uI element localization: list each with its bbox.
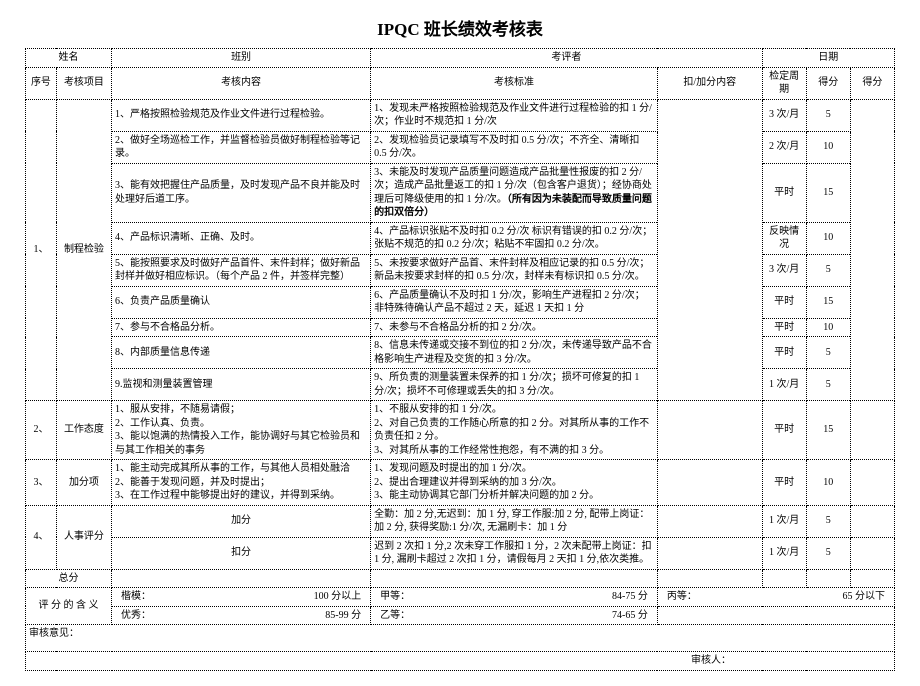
cell-cycle: 1 次/月	[762, 537, 806, 569]
date-label: 日期	[762, 49, 894, 68]
cell-standard: 7、未参与不合格品分析的扣 2 分/次。	[371, 318, 658, 337]
cell-adjust	[657, 537, 762, 569]
grade-range: 100 分以上	[314, 590, 362, 604]
cell-adjust	[657, 99, 762, 401]
cell-score: 15	[806, 163, 850, 222]
grade-range: 84-75 分	[612, 590, 648, 604]
cell-cycle: 反映情况	[762, 222, 806, 254]
cell-standard: 5、未按要求做好产品首、末件封样及相应记录的扣 0.5 分/次；新品未按要求封样…	[371, 254, 658, 286]
cell-standard: 4、产品标识张贴不及时扣 0.2 分/次 标识有错误的扣 0.2 分/次；张贴不…	[371, 222, 658, 254]
cell-score: 5	[806, 337, 850, 369]
cell-score2	[850, 505, 894, 537]
cell-score: 15	[806, 286, 850, 318]
cell-score2	[850, 99, 894, 401]
cell-standard: 2、发现检验员记录填写不及时扣 0.5 分/次；不齐全、清晰扣 0.5 分/次。	[371, 131, 658, 163]
cell-content: 4、产品标识清晰、正确、及时。	[112, 222, 371, 254]
reviewer-label: 考评者	[551, 52, 581, 63]
grade-name: 丙等：	[667, 590, 697, 604]
opinion-label: 审核意见：	[26, 625, 895, 652]
cell-standard: 9、所负责的测量装置未保养的扣 1 分/次；损坏可修复的扣 1 分/次；损坏不可…	[371, 369, 658, 401]
grade-range: 65 分以下	[843, 590, 886, 604]
sec4-seq: 4、	[26, 505, 57, 569]
cell-cycle: 平时	[762, 460, 806, 506]
cell-standard: 1、发现未严格按照检验规范及作业文件进行过程检验的扣 1 分/次；作业时不规范扣…	[371, 99, 658, 131]
cell-score: 10	[806, 460, 850, 506]
cell-score: 5	[806, 99, 850, 131]
col-content: 考核内容	[112, 67, 371, 99]
cell-content: 加分	[112, 505, 371, 537]
cell-content: 8、内部质量信息传递	[112, 337, 371, 369]
cell-content: 9.监视和测量装置管理	[112, 369, 371, 401]
sec2-seq: 2、	[26, 401, 57, 460]
cell-score: 10	[806, 222, 850, 254]
cell-standard: 6、产品质量确认不及时扣 1 分/次，影响生产进程扣 2 分/次；非特殊待确认产…	[371, 286, 658, 318]
class-label: 班别	[231, 52, 251, 63]
sec3-item: 加分项	[56, 460, 111, 506]
col-item: 考核项目	[56, 67, 111, 99]
cell-cycle: 平时	[762, 318, 806, 337]
cell-content: 6、负责产品质量确认	[112, 286, 371, 318]
cell-content: 1、能主动完成其所从事的工作，与其他人员相处融洽 2、能善于发现问题，并及时提出…	[112, 460, 371, 506]
cell-cycle: 平时	[762, 401, 806, 460]
auditor-label: 审核人：	[29, 654, 891, 668]
name-label: 姓名	[26, 49, 112, 68]
grade-range: 85-99 分	[325, 609, 361, 623]
cell-cycle: 平时	[762, 286, 806, 318]
col-adjust: 扣/加分内容	[657, 67, 762, 99]
cell-cycle: 平时	[762, 163, 806, 222]
col-score2: 得分	[850, 67, 894, 99]
col-score: 得分	[806, 67, 850, 99]
cell-content: 扣分	[112, 537, 371, 569]
cell-content: 1、服从安排，不随易请假； 2、工作认真、负责。 3、能以饱满的热情投入工作，能…	[112, 401, 371, 460]
cell-standard: 迟到 2 次扣 1 分,2 次未穿工作服扣 1 分，2 次未配带上岗证：扣 1 …	[371, 537, 658, 569]
cell-score: 5	[806, 505, 850, 537]
grade-range: 74-65 分	[612, 609, 648, 623]
grade-name: 优秀：	[121, 609, 151, 623]
grade-name: 乙等：	[380, 609, 410, 623]
cell-standard: 全勤：加 2 分,无迟到：加 1 分, 穿工作服:加 2 分, 配带上岗证：加 …	[371, 505, 658, 537]
grade-name: 甲等：	[380, 590, 410, 604]
cell-score: 10	[806, 131, 850, 163]
cell-score2	[850, 537, 894, 569]
cell-cycle: 1 次/月	[762, 369, 806, 401]
cell-score: 5	[806, 254, 850, 286]
cell-score: 5	[806, 369, 850, 401]
page-title: IPQC 班长绩效考核表	[25, 15, 895, 40]
cell-content: 7、参与不合格品分析。	[112, 318, 371, 337]
cell-standard: 1、发现问题及时提出的加 1 分/次。 2、提出合理建议并得到采纳的加 3 分/…	[371, 460, 658, 506]
cell-content: 1、严格按照检验规范及作业文件进行过程检验。	[112, 99, 371, 131]
total-label: 总分	[26, 569, 112, 588]
sec3-seq: 3、	[26, 460, 57, 506]
sec1-seq: 1、	[26, 99, 57, 401]
cell-score2	[850, 401, 894, 460]
cell-score: 15	[806, 401, 850, 460]
cell-cycle: 1 次/月	[762, 505, 806, 537]
col-cycle: 检定周期	[762, 67, 806, 99]
cell-adjust	[657, 401, 762, 460]
cell-cycle: 3 次/月	[762, 254, 806, 286]
cell-content: 2、做好全场巡检工作，并监督检验员做好制程检验等记录。	[112, 131, 371, 163]
cell-standard: 8、信息未传递或交接不到位的扣 2 分/次，未传递导致产品不合格影响生产进程及交…	[371, 337, 658, 369]
cell-cycle: 2 次/月	[762, 131, 806, 163]
sec2-item: 工作态度	[56, 401, 111, 460]
cell-adjust	[657, 460, 762, 506]
cell-standard: 3、未能及时发现产品质量问题造成产品批量性报废的扣 2 分/次；造成产品批量返工…	[371, 163, 658, 222]
grade-name: 楷模：	[121, 590, 151, 604]
cell-content: 3、能有效把握住产品质量，及时发现产品不良并能及时处理好后道工序。	[112, 163, 371, 222]
sec4-item: 人事评分	[56, 505, 111, 569]
sec1-item: 制程检验	[56, 99, 111, 401]
cell-standard: 1、不服从安排的扣 1 分/次。 2、对自己负责的工作随心所意的扣 2 分。对其…	[371, 401, 658, 460]
assessment-table: 姓名 班别 考评者 日期 序号 考核项目 考核内容 考核标准 扣/加分内容 检定…	[25, 48, 895, 671]
cell-score2	[850, 460, 894, 506]
cell-cycle: 3 次/月	[762, 99, 806, 131]
col-seq: 序号	[26, 67, 57, 99]
cell-score: 5	[806, 537, 850, 569]
cell-score: 10	[806, 318, 850, 337]
cell-cycle: 平时	[762, 337, 806, 369]
cell-content: 5、能按照要求及时做好产品首件、末件封样；做好新品封样并做好相应标识。（每个产品…	[112, 254, 371, 286]
grade-label: 评 分 的 含 义	[26, 588, 112, 625]
cell-adjust	[657, 505, 762, 537]
col-standard: 考核标准	[371, 67, 658, 99]
